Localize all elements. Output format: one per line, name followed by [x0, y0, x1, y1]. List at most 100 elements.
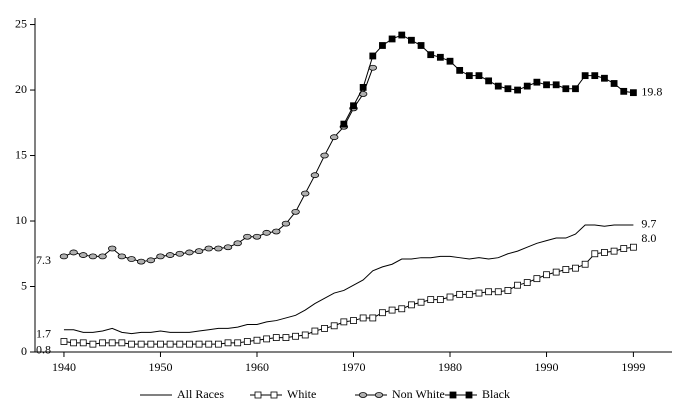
point	[262, 229, 271, 236]
legend-marker	[358, 392, 368, 398]
point	[398, 31, 406, 39]
point	[494, 288, 502, 296]
point	[591, 250, 599, 258]
point	[243, 338, 251, 345]
point	[194, 248, 204, 255]
point	[427, 296, 435, 304]
point	[514, 86, 521, 94]
point	[243, 233, 252, 240]
value-label: 7.3	[36, 253, 51, 267]
legend-marker	[465, 391, 473, 399]
point	[417, 298, 425, 306]
point	[234, 339, 242, 347]
point	[523, 82, 531, 90]
point	[263, 335, 271, 343]
point	[379, 309, 386, 317]
point	[136, 258, 146, 265]
point	[214, 245, 223, 252]
point	[340, 318, 348, 326]
point	[165, 252, 175, 258]
point	[620, 87, 628, 95]
point	[359, 84, 367, 91]
point	[205, 340, 213, 348]
point	[601, 74, 608, 82]
value-label: 9.7	[641, 217, 656, 231]
point	[185, 249, 194, 256]
legend-marker	[270, 391, 278, 399]
point	[494, 82, 502, 90]
point	[186, 340, 193, 348]
point	[436, 53, 444, 61]
point	[146, 257, 156, 264]
legend-label: All Races	[177, 387, 224, 401]
point	[79, 339, 87, 347]
point	[214, 340, 222, 348]
point	[523, 279, 531, 286]
point	[108, 339, 116, 347]
value-label: 0.8	[36, 342, 51, 356]
point	[533, 78, 541, 86]
point	[379, 42, 386, 49]
point	[629, 243, 637, 251]
y-tick-label: 15	[15, 147, 27, 161]
point	[88, 253, 98, 260]
legend-marker	[449, 391, 457, 399]
point	[330, 322, 338, 330]
point	[562, 266, 570, 273]
point	[128, 340, 135, 348]
point	[252, 233, 262, 240]
point	[301, 331, 309, 339]
point	[272, 228, 281, 235]
point	[388, 35, 396, 43]
point	[320, 152, 329, 159]
point	[359, 314, 367, 322]
point	[514, 281, 521, 289]
point	[552, 81, 560, 89]
point	[79, 252, 88, 258]
point	[350, 317, 357, 324]
y-tick-label: 5	[21, 278, 27, 292]
y-tick-label: 10	[15, 213, 27, 227]
point	[98, 253, 107, 260]
point	[118, 339, 126, 347]
point	[398, 305, 406, 313]
point	[504, 287, 512, 294]
x-tick-label: 1980	[438, 360, 462, 374]
legend-marker	[254, 391, 262, 399]
x-tick-label: 1990	[535, 360, 559, 374]
point	[369, 52, 377, 60]
point	[282, 334, 290, 341]
value-label: 19.8	[641, 84, 662, 98]
point	[69, 249, 78, 256]
point	[369, 314, 377, 322]
point	[340, 120, 348, 128]
value-label: 1.7	[36, 326, 51, 340]
point	[99, 339, 106, 347]
point	[291, 208, 300, 215]
y-tick-label: 20	[15, 82, 27, 96]
point	[156, 253, 165, 260]
point	[427, 51, 435, 59]
point	[543, 271, 550, 279]
value-label: 8.0	[641, 231, 656, 245]
point	[70, 339, 78, 347]
point	[475, 289, 483, 297]
point	[543, 81, 550, 89]
point	[620, 245, 628, 252]
point	[581, 72, 589, 80]
point	[310, 172, 320, 179]
point	[456, 290, 464, 298]
legend-label: Black	[482, 387, 510, 401]
point	[176, 340, 184, 348]
point	[446, 293, 454, 301]
point	[572, 264, 579, 272]
point	[562, 85, 570, 93]
legend-label: White	[287, 387, 316, 401]
point	[292, 332, 299, 340]
point	[581, 260, 589, 268]
point	[629, 89, 637, 97]
point	[137, 340, 145, 348]
x-tick-label: 1940	[52, 360, 76, 374]
point	[388, 306, 396, 314]
series-line	[63, 67, 374, 263]
